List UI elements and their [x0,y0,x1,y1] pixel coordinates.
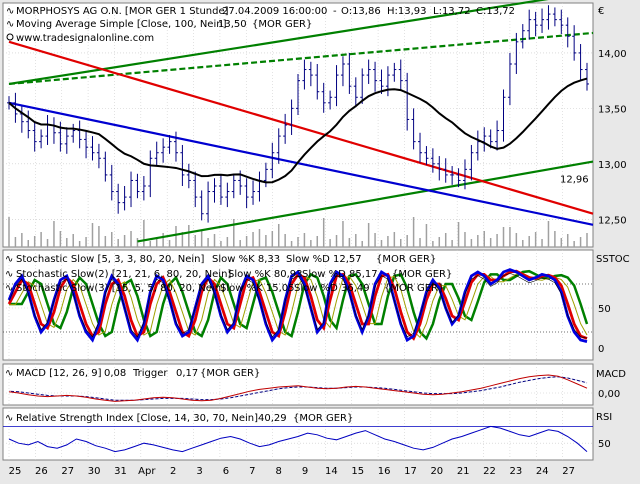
x-tick-label: 14 [325,466,338,477]
high-label: H:13,93 [387,6,427,17]
stoch1-label: Stochastic Slow [5, 3, 3, 80, 20, Nein] [16,254,205,265]
ma-tag: {MOR GER} [252,19,312,30]
stoch2-d-line [9,272,588,339]
macd-value: 0,08 [104,368,126,379]
stoch1-tag: {MOR GER} [376,254,436,265]
currency-label: € [598,6,604,17]
macd-tag: {MOR GER} [200,368,260,379]
y-tick-label: 50 [598,439,611,450]
x-tick-label: 9 [302,466,308,477]
stoch1-k-label: Slow %K 8,33 [212,254,280,265]
panel-stoch [2,249,594,361]
moving-average-line [8,77,588,184]
symbol-label: MORPHOSYS AG O.N. [MOR GER 1 Stunde] [16,6,229,17]
panel-main [2,2,594,248]
macd-trigger-label: Trigger [132,368,168,379]
ohlc-sep: - [333,6,337,17]
trendline-green-lower [137,160,594,243]
rsi-tag: {MOR GER} [293,413,353,424]
x-tick-label: 26 [35,466,48,477]
trendline-green-upper [8,0,549,86]
trendline-red-trend [8,40,594,215]
y-tick-label: 13,00 [598,160,627,171]
x-tick-label: 25 [9,466,22,477]
rsi-value: 40,29 [258,413,287,424]
stoch3-d-label: Slow %D 36,49 [294,283,370,294]
macd-axis-title: MACD [596,369,626,380]
open-label: O:13,86 [341,6,381,17]
y-tick-label: 0 [598,344,604,355]
x-tick-label: 23 [510,466,523,477]
x-tick-label: 2 [170,466,176,477]
stoch3-k-label: Slow %K 15,05 [220,283,294,294]
x-tick-label: 22 [483,466,496,477]
rsi-axis-title: RSI [596,412,612,423]
macd-label: MACD [12, 26, 9] [16,368,102,379]
wave-icon: ∿ [5,413,13,424]
last-price-label: 12,96 [560,174,589,185]
wave-icon: ∿ [5,254,13,265]
wave-icon: ∿ [5,368,13,379]
rsi-line [8,425,588,453]
low-label: L:13,72 [433,6,471,17]
stoch3-label: Stochastic Slow(3) [15, 5, 5, 80, 20, Ne… [16,283,225,294]
stoch2-d-label: Slow %D 85,17 [302,269,378,280]
stoch2-k-label: Slow %K 80,93 [228,269,302,280]
x-tick-label: 27 [61,466,74,477]
stoch2-label: Stochastic Slow(2) [21, 21, 6, 80, 20, N… [16,269,231,280]
trendline-green-upper-dashed [8,31,594,86]
x-tick-label: 3 [196,466,202,477]
x-tick-label: Apr [138,466,156,477]
macd-trigger-dash [8,376,588,401]
x-tick-label: 16 [378,466,391,477]
x-tick-label: 31 [114,466,127,477]
x-tick-label: 7 [249,466,255,477]
y-tick-label: 12,50 [598,215,627,226]
trendline-blue-trend [8,101,594,226]
wave-icon: ∿ [6,6,14,17]
ma-label: Moving Average Simple [Close, 100, Nein] [16,19,227,30]
stoch-k-line [7,268,588,343]
x-tick-label: 15 [351,466,364,477]
y-tick-label: 0,00 [598,389,620,400]
y-tick-label: 13,50 [598,104,627,115]
stoch2-k-line [9,269,589,341]
datetime-label: 27.04.2009 16:00:00 [222,6,327,17]
stoch2-tag: {MOR GER} [392,269,452,280]
x-tick-label: 21 [457,466,470,477]
macd-trigger-value: 0,17 [176,368,198,379]
ma-value: 13,50 [218,19,247,30]
x-tick-label: 20 [430,466,443,477]
website-label: www.tradesignalonline.com [16,33,154,44]
close-label: C:13,72 [476,6,515,17]
x-tick-label: 8 [275,466,281,477]
wave-icon: ∿ [5,283,13,294]
copyright-icon [6,33,14,41]
macd-line [8,374,588,402]
stoch-thin-line [8,273,588,339]
x-tick-label: 27 [562,466,575,477]
stoch3-tag: {MOR GER} [384,283,444,294]
x-tick-label: 30 [88,466,101,477]
x-tick-label: 17 [404,466,417,477]
y-tick-label: 50 [598,304,611,315]
stoch-axis-title: SSTOC [596,254,630,265]
y-tick-label: 14,00 [598,49,627,60]
x-tick-label: 6 [223,466,229,477]
stoch1-d-label: Slow %D 12,57 [286,254,362,265]
x-tick-label: 24 [536,466,549,477]
wave-icon: ∿ [6,19,14,30]
rsi-label: Relative Strength Index [Close, 14, 30, … [16,413,258,424]
panel-rsi [2,407,594,461]
wave-icon: ∿ [5,269,13,280]
